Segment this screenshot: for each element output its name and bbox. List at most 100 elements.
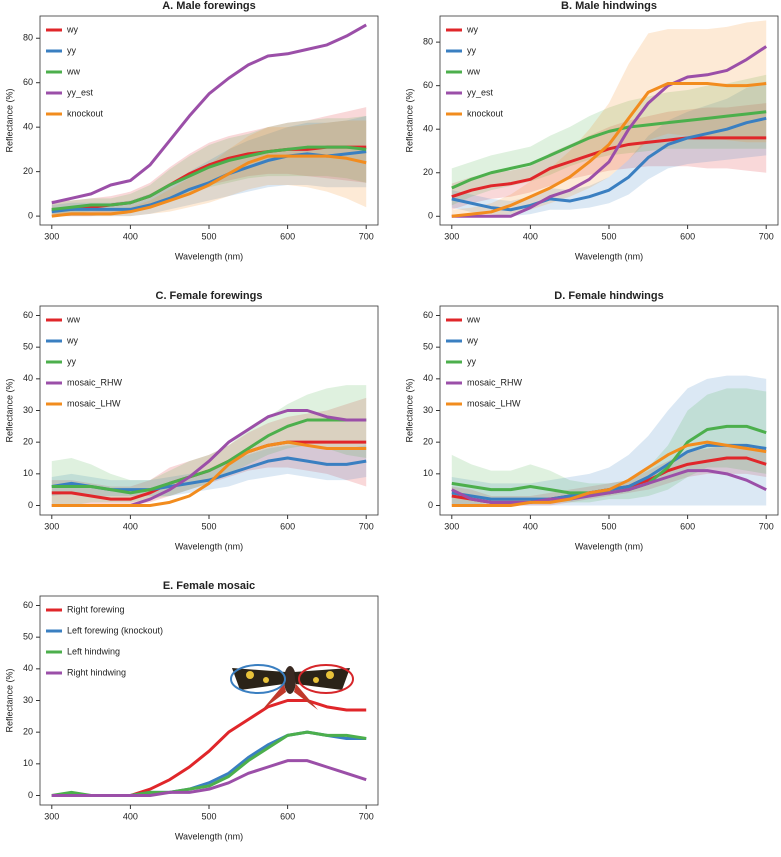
y-tick-label: 80 [423,37,433,47]
panel-title: D. Female hindwings [554,290,663,302]
legend-label: Left forewing (knockout) [67,625,163,635]
panel: D. Female hindwings 300 400 500 600 700 0 10 20 3… [404,290,779,551]
y-tick-label: 40 [23,373,33,383]
y-axis-label: Reflectance (%) [4,88,14,152]
confidence-band [51,107,367,217]
legend-label: wy [466,335,478,345]
confidence-band [451,74,767,206]
panel-title: E. Female mosaic [163,580,255,592]
legend-label: Right forewing [67,604,125,614]
x-tick-label: 500 [601,521,616,531]
confidence-band [451,445,767,506]
x-tick-label: 700 [359,811,374,821]
x-tick-label: 400 [123,231,138,241]
y-tick-label: 60 [23,310,33,320]
panel-title: A. Male forewings [162,0,256,12]
y-tick-label: 0 [28,210,33,220]
legend-label: yy_est [467,87,494,97]
y-tick-label: 20 [23,437,33,447]
legend-label: mosaic_LHW [67,398,121,408]
y-tick-label: 50 [23,342,33,352]
y-tick-label: 0 [428,500,433,510]
x-tick-label: 500 [201,231,216,241]
x-tick-label: 300 [44,521,59,531]
x-tick-label: 600 [280,811,295,821]
y-tick-label: 20 [23,166,33,176]
series-line [451,440,767,507]
confidence-band [51,397,367,506]
y-tick-label: 60 [23,600,33,610]
x-tick-label: 400 [523,521,538,531]
y-axis-label: Reflectance (%) [4,668,14,732]
legend-label: mosaic_RHW [67,377,123,387]
x-tick-label: 600 [680,231,695,241]
series-line [451,45,768,218]
y-tick-label: 50 [23,632,33,642]
series-line [51,759,367,797]
x-tick-label: 700 [359,521,374,531]
y-tick-label: 30 [23,695,33,705]
y-axis-label: Reflectance (%) [404,378,414,442]
y-tick-label: 10 [23,468,33,478]
y-tick-label: 30 [23,405,33,415]
legend-label: yy [467,356,477,366]
x-tick-label: 500 [201,521,216,531]
panel-title: B. Male hindwings [561,0,657,12]
legend-label: wy [66,335,78,345]
legend-label: ww [66,314,80,324]
x-axis-label: Wavelength (nm) [175,251,243,261]
confidence-band [451,388,767,506]
legend-label: knockout [467,108,504,118]
y-tick-label: 0 [28,790,33,800]
confidence-band [451,20,767,217]
y-tick-label: 60 [423,80,433,90]
series-line [51,154,367,218]
y-tick-label: 40 [423,373,433,383]
y-tick-label: 10 [423,468,433,478]
legend-label: wy [66,24,78,34]
y-tick-label: 40 [423,124,433,134]
series-line [451,136,767,199]
y-tick-label: 20 [23,727,33,737]
legend-label: wy [466,24,478,34]
x-tick-label: 300 [444,231,459,241]
series-line [51,145,367,211]
x-tick-label: 400 [123,811,138,821]
series-line [51,418,367,495]
x-tick-label: 600 [680,521,695,531]
x-tick-label: 700 [759,521,774,531]
y-tick-label: 10 [23,758,33,768]
panel: E. Female mosaic 300 400 500 600 700 0 10 20 30 40… [4,580,379,841]
legend-label: yy [67,356,77,366]
series-line [451,110,767,190]
y-tick-label: 50 [423,342,433,352]
series-line [451,469,767,504]
panel: A. Male forewings 300 400 500 600 700 0 20 40 60 8… [4,0,379,261]
confidence-band [451,375,767,506]
x-tick-label: 600 [280,231,295,241]
y-tick-label: 0 [428,211,433,221]
x-axis-label: Wavelength (nm) [575,541,643,551]
panel: B. Male hindwings 300 400 500 600 700 0 20 40 60 8… [404,0,779,261]
legend-label: knockout [67,108,104,118]
y-tick-label: 60 [423,310,433,320]
legend-label: Right hindwing [67,667,126,677]
y-tick-label: 80 [23,33,33,43]
legend-label: yy [67,45,77,55]
y-tick-label: 40 [23,663,33,673]
x-axis-label: Wavelength (nm) [575,251,643,261]
x-tick-label: 500 [201,811,216,821]
series-line [451,81,767,218]
x-axis-label: Wavelength (nm) [175,831,243,841]
panel: C. Female forewings 300 400 500 600 700 0 10 20 3… [4,290,379,551]
legend-label: mosaic_RHW [467,377,523,387]
confidence-band [451,81,767,217]
legend-label: ww [466,314,480,324]
y-axis-label: Reflectance (%) [4,378,14,442]
x-tick-label: 700 [359,231,374,241]
x-tick-label: 600 [280,521,295,531]
x-tick-label: 400 [123,521,138,531]
series-line [51,440,367,507]
confidence-band [451,103,767,210]
